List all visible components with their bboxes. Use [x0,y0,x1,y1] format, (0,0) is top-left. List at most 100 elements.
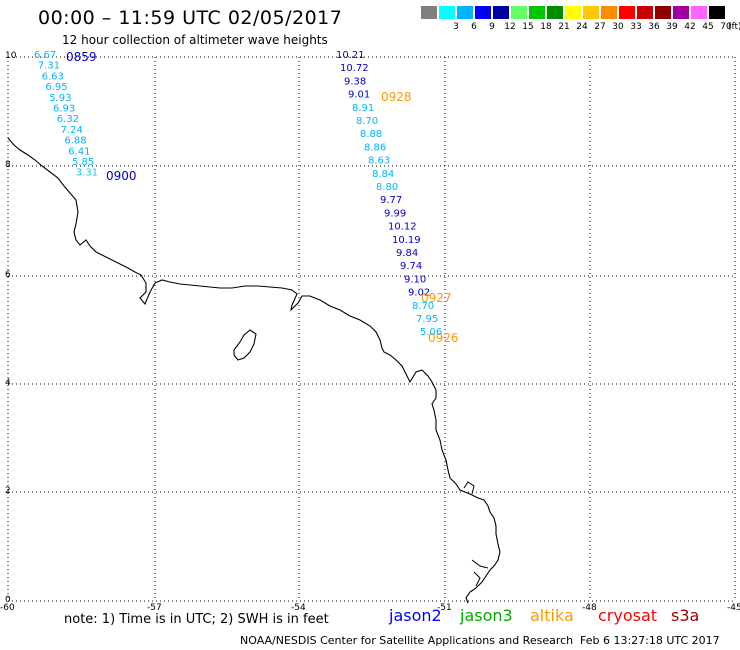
pass-time-label: 0900 [106,169,137,183]
scale-label: 21 [558,22,570,32]
lon-tick-label: -57 [147,603,162,613]
lat-lon-grid [7,56,736,602]
pass-time-labels: 0859 0900 0928 0927 0926 [66,50,459,345]
satellite-legend-item: cryosat [598,606,658,625]
scale-label: 42 [684,22,696,32]
scale-label: 12 [504,22,516,32]
page-subtitle: 12 hour collection of altimeter wave hei… [62,33,328,47]
wave-height-value: 5.06 [420,327,442,338]
wave-height-value: 9.10 [404,274,426,285]
altimeter-observations: 6.677.316.636.955.936.936.327.246.886.41… [34,50,442,338]
scale-label: 36 [648,22,660,32]
scale-swatch [583,6,599,19]
wave-height-value: 10.21 [336,50,365,61]
scale-label: 70 [720,22,732,32]
scale-label: 6 [471,22,477,32]
lat-tick-label: 8 [5,160,11,170]
wave-height-value: 6.32 [57,114,79,125]
scale-swatch [673,6,689,19]
satellite-legend-item: jason3 [460,606,513,625]
wave-height-value: 9.01 [348,90,370,101]
scale-label: 3 [453,22,459,32]
wave-height-value: 6.63 [42,71,64,82]
wave-height-value: 6.41 [68,146,90,157]
wave-height-value: 9.74 [400,261,422,272]
wave-height-value: 9.77 [380,195,402,206]
scale-swatch [457,6,473,19]
lon-tick-label: -54 [291,603,306,613]
lat-tick-label: 6 [5,270,11,280]
lon-tick-label: -51 [437,603,452,613]
satellite-legend-item: jason2 [389,606,442,625]
wave-height-value: 6.93 [53,104,75,115]
satellite-legend-item: altika [530,606,574,625]
pass-time-label: 0859 [66,50,97,64]
scale-swatch [709,6,725,19]
scale-swatch [655,6,671,19]
wave-height-value: 8.63 [368,156,390,167]
wave-height-value: 3.31 [76,168,98,179]
scale-swatch [439,6,455,19]
scale-swatch [511,6,527,19]
scale-swatch [565,6,581,19]
credit-line: NOAA/NESDIS Center for Satellite Applica… [240,634,574,647]
lon-tick-label: -45 [727,603,740,613]
scale-label: 30 [612,22,624,32]
lat-tick-label: 0 [5,595,11,605]
wave-height-value: 10.12 [388,222,417,233]
wave-height-value: 9.38 [344,76,366,87]
generated-timestamp: Feb 6 13:27:18 UTC 2017 [580,634,720,647]
lat-tick-label: 4 [5,378,11,388]
scale-label: 27 [594,22,606,32]
wave-height-value: 10.72 [340,63,369,74]
scale-label: 15 [522,22,534,32]
scale-swatch [637,6,653,19]
wave-height-value: 9.02 [408,288,430,299]
scale-swatch [547,6,563,19]
scale-swatch [493,6,509,19]
wave-height-value: 8.80 [376,182,398,193]
wave-height-value: 8.70 [356,116,378,127]
lat-tick-label: 10 [5,51,17,61]
scale-label: 45 [702,22,714,32]
wave-height-value: 6.67 [34,50,56,61]
scale-label: 24 [576,22,588,32]
lat-tick-label: 2 [5,486,11,496]
wave-height-value: 9.99 [384,208,406,219]
scale-label: 33 [630,22,642,32]
wave-height-value: 6.95 [45,82,67,93]
wave-height-value: 10.19 [392,235,421,246]
scale-swatch [601,6,617,19]
coastline-island [233,329,257,361]
page-title: 00:00 – 11:59 UTC 02/05/2017 [38,7,343,29]
satellite-legend-item: s3a [671,606,700,625]
footer-note: note: 1) Time is in UTC; 2) SWH is in fe… [64,612,329,627]
wave-height-value: 7.95 [416,314,438,325]
wave-height-value: 9.84 [396,248,418,259]
pass-time-label: 0926 [428,331,459,345]
wave-height-value: 8.88 [360,129,382,140]
scale-label: 18 [540,22,552,32]
wave-height-value: 5.93 [49,93,71,104]
coastline-bay [463,481,489,587]
lon-tick-label: -48 [582,603,597,613]
coastline [7,137,501,604]
wave-height-value: 8.86 [364,142,386,153]
lon-tick-label: -60 [0,603,15,613]
color-scale-unit: (ft) [728,22,740,32]
scale-swatch [691,6,707,19]
wave-height-value: 7.24 [61,125,83,136]
scale-swatch [529,6,545,19]
wave-height-value: 8.70 [412,301,434,312]
wave-height-value: 5.85 [72,157,94,168]
scale-label: 9 [489,22,495,32]
wave-height-value: 8.84 [372,169,394,180]
wave-height-value: 6.88 [64,136,86,147]
wave-height-value: 7.31 [38,61,60,72]
scale-swatch [475,6,491,19]
wave-height-value: 8.91 [352,103,374,114]
pass-time-label: 0928 [381,90,412,104]
scale-label: 39 [666,22,678,32]
scale-swatch [619,6,635,19]
